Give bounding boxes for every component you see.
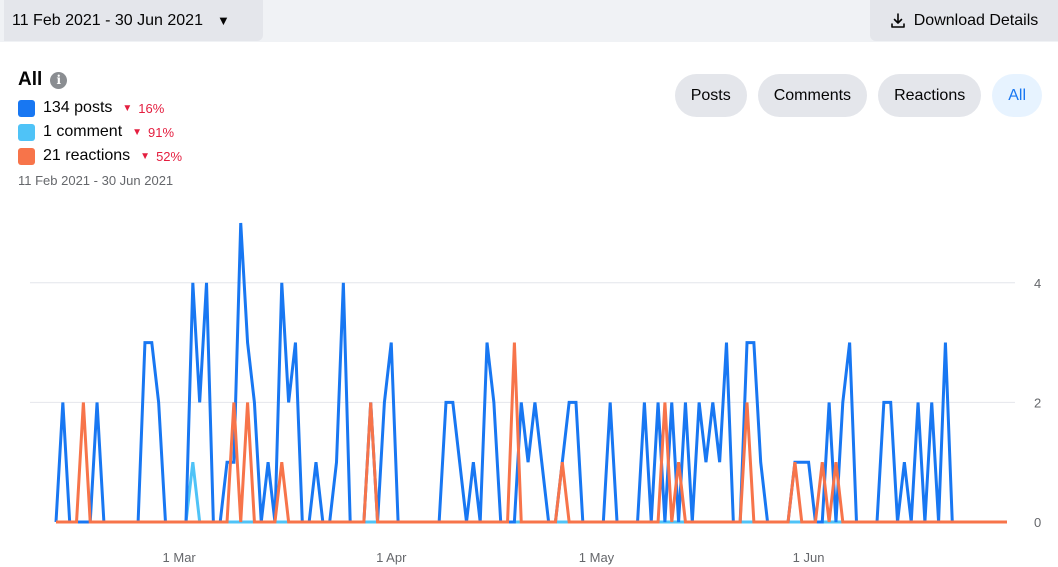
download-details-label: Download Details bbox=[913, 11, 1039, 29]
summary-header: All i bbox=[18, 69, 68, 91]
info-icon[interactable]: i bbox=[50, 71, 68, 89]
posts-change: ▼ 16% bbox=[122, 101, 164, 116]
tab-all[interactable]: All bbox=[992, 74, 1042, 117]
top-toolbar: 11 Feb 2021 - 30 Jun 2021 ▼ Download Det… bbox=[0, 0, 1058, 42]
x-tick-label: 1 Apr bbox=[376, 550, 407, 565]
legend-item-posts: 134 posts ▼ 16% bbox=[18, 96, 182, 120]
tab-reactions[interactable]: Reactions bbox=[878, 74, 982, 117]
legend: 134 posts ▼ 16% 1 comment ▼ 91% 21 react… bbox=[18, 96, 182, 168]
comments-swatch bbox=[18, 123, 35, 141]
down-triangle-icon: ▼ bbox=[132, 126, 143, 138]
download-icon bbox=[890, 12, 905, 28]
date-range-value: 11 Feb 2021 - 30 Jun 2021 bbox=[12, 11, 203, 29]
y-tick-label: 2 bbox=[1034, 395, 1041, 410]
down-triangle-icon: ▼ bbox=[122, 102, 133, 114]
reactions-change: ▼ 52% bbox=[140, 149, 182, 164]
series-line-comments bbox=[56, 462, 1007, 524]
summary-title: All bbox=[18, 69, 43, 90]
comments-change: ▼ 91% bbox=[132, 125, 174, 140]
y-tick-label: 0 bbox=[1034, 515, 1041, 530]
tab-posts[interactable]: Posts bbox=[674, 74, 747, 117]
comments-count: 1 comment bbox=[43, 123, 123, 140]
metric-tabs: Posts Comments Reactions All bbox=[664, 74, 1042, 117]
x-tick-label: 1 May bbox=[579, 550, 615, 565]
legend-item-reactions: 21 reactions ▼ 52% bbox=[18, 144, 182, 168]
posts-change-value: 16% bbox=[138, 100, 165, 116]
activity-line-chart: 0 2 4 1 Mar 1 Apr 1 May 1 Jun bbox=[30, 222, 1041, 565]
summary-date-range: 11 Feb 2021 - 30 Jun 2021 bbox=[18, 173, 174, 188]
y-tick-label: 4 bbox=[1034, 276, 1041, 291]
caret-down-icon: ▼ bbox=[216, 13, 230, 28]
posts-count: 134 posts bbox=[43, 99, 113, 116]
reactions-swatch bbox=[18, 147, 35, 165]
posts-swatch bbox=[18, 99, 35, 117]
x-tick-label: 1 Mar bbox=[163, 550, 197, 565]
download-details-button[interactable]: Download Details bbox=[870, 0, 1058, 41]
series-line-reactions bbox=[56, 342, 1007, 524]
date-range-dropdown[interactable]: 11 Feb 2021 - 30 Jun 2021 ▼ bbox=[4, 0, 263, 41]
comments-change-value: 91% bbox=[148, 124, 175, 140]
down-triangle-icon: ▼ bbox=[140, 150, 151, 162]
reactions-change-value: 52% bbox=[156, 148, 183, 164]
tab-comments[interactable]: Comments bbox=[757, 74, 868, 117]
reactions-count: 21 reactions bbox=[43, 147, 131, 164]
legend-item-comments: 1 comment ▼ 91% bbox=[18, 120, 182, 144]
x-tick-label: 1 Jun bbox=[793, 550, 825, 565]
